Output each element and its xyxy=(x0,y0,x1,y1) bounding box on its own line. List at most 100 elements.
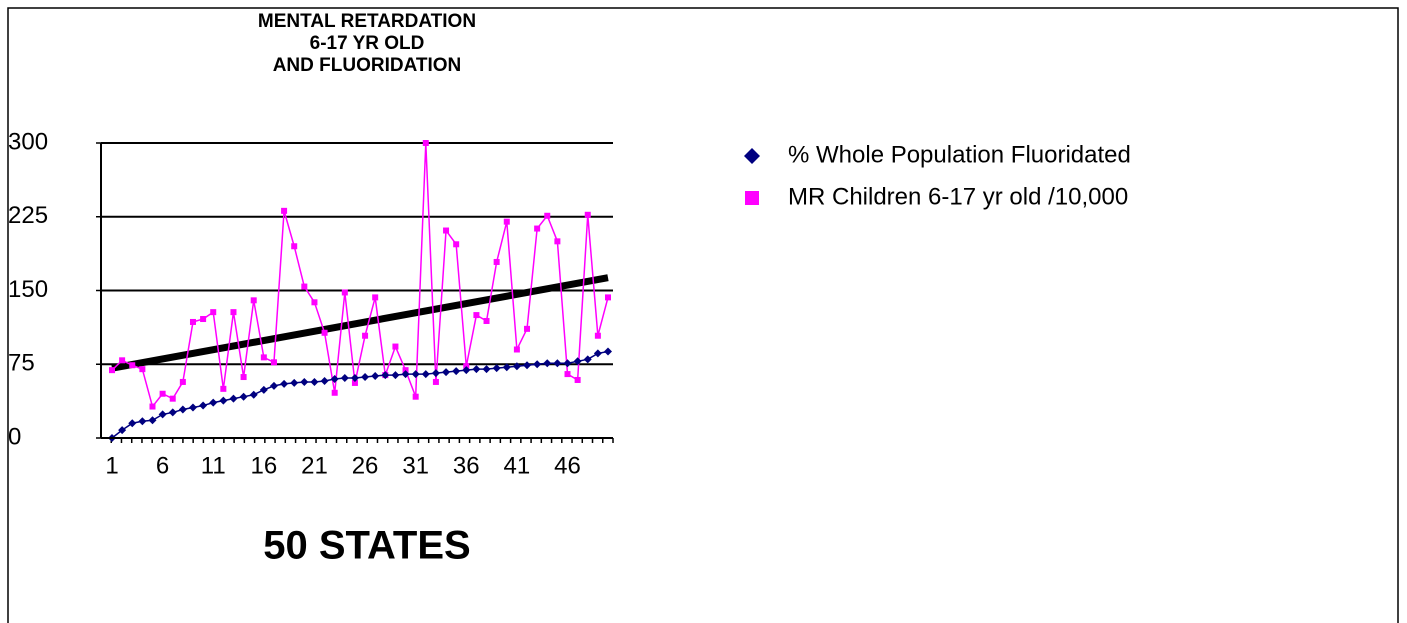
chart-title: MENTAL RETARDATION xyxy=(258,11,476,32)
y-tick-label: 300 xyxy=(8,128,48,155)
data-point xyxy=(340,374,349,383)
data-point xyxy=(109,367,115,374)
data-point xyxy=(240,374,247,381)
data-point xyxy=(128,419,137,428)
data-point xyxy=(391,371,400,380)
data-point xyxy=(259,385,268,394)
data-point xyxy=(230,309,237,316)
chart-title: 6-17 YR OLD xyxy=(310,33,425,54)
data-point xyxy=(290,378,299,387)
x-tick-label: 11 xyxy=(201,452,226,479)
data-point xyxy=(473,312,480,319)
data-point xyxy=(320,376,329,385)
data-point xyxy=(189,318,196,325)
data-point xyxy=(443,227,450,234)
data-point xyxy=(249,390,258,399)
data-point xyxy=(301,283,308,290)
data-point xyxy=(493,258,500,265)
data-point xyxy=(543,359,552,368)
data-point xyxy=(564,371,571,378)
x-tick-label: 1 xyxy=(105,452,118,479)
legend-marker xyxy=(745,191,759,205)
data-point xyxy=(200,316,207,323)
data-point xyxy=(149,403,156,410)
data-point xyxy=(118,426,127,435)
data-point xyxy=(554,238,561,245)
data-point xyxy=(442,368,451,377)
data-point xyxy=(138,417,147,426)
data-point xyxy=(250,297,257,304)
data-point xyxy=(503,218,510,225)
data-point xyxy=(310,377,319,386)
data-point xyxy=(412,393,419,400)
data-point xyxy=(179,378,186,385)
data-point xyxy=(119,357,126,364)
data-point xyxy=(178,405,187,414)
data-point xyxy=(524,325,531,332)
data-point xyxy=(311,299,318,306)
data-point xyxy=(584,211,591,218)
data-point xyxy=(371,372,380,381)
data-point xyxy=(209,398,218,407)
chart-frame xyxy=(7,7,1399,623)
data-point xyxy=(605,294,611,301)
data-point xyxy=(563,359,572,368)
data-point xyxy=(574,376,581,383)
data-point xyxy=(604,347,612,356)
data-point xyxy=(502,363,511,372)
x-tick-label: 16 xyxy=(250,452,277,479)
data-point xyxy=(421,370,430,379)
data-point xyxy=(270,359,277,366)
data-point xyxy=(512,362,521,371)
data-point xyxy=(533,360,542,369)
data-point xyxy=(229,394,238,403)
data-point xyxy=(129,362,136,369)
x-tick-label: 36 xyxy=(453,452,480,479)
data-point xyxy=(381,371,390,380)
data-point xyxy=(159,390,166,397)
y-tick-label: 75 xyxy=(8,350,35,377)
data-point xyxy=(188,403,197,412)
data-point xyxy=(362,332,369,339)
data-point xyxy=(594,332,601,339)
data-point xyxy=(411,370,420,379)
data-point xyxy=(513,346,520,353)
data-point xyxy=(199,401,208,410)
data-point xyxy=(482,365,491,374)
data-point xyxy=(452,367,461,376)
data-point xyxy=(583,355,592,364)
x-axis-label: 50 STATES xyxy=(263,524,470,568)
data-point xyxy=(351,379,358,386)
data-point xyxy=(372,294,379,301)
data-point xyxy=(158,410,167,419)
y-tick-label: 150 xyxy=(8,276,48,303)
data-point xyxy=(331,389,338,396)
x-tick-label: 31 xyxy=(402,452,429,479)
y-tick-label: 0 xyxy=(8,423,21,450)
data-point xyxy=(392,343,399,350)
y-tick-label: 225 xyxy=(8,202,48,229)
legend-label: MR Children 6-17 yr old /10,000 xyxy=(788,183,1128,210)
x-tick-label: 46 xyxy=(554,452,581,479)
trendline xyxy=(111,274,609,372)
data-point xyxy=(544,212,551,219)
data-point xyxy=(523,361,532,370)
chart-title: AND FLUORIDATION xyxy=(273,55,462,76)
data-point xyxy=(483,317,490,324)
x-tick-label: 6 xyxy=(156,452,169,479)
data-point xyxy=(422,140,429,146)
data-point xyxy=(291,243,298,250)
data-point xyxy=(139,366,146,373)
x-tick-label: 41 xyxy=(504,452,531,479)
data-point xyxy=(350,374,359,383)
x-tick-label: 21 xyxy=(301,452,328,479)
data-point xyxy=(210,309,217,316)
data-point xyxy=(401,370,410,379)
data-point xyxy=(220,385,227,392)
data-point xyxy=(239,392,248,401)
data-point xyxy=(553,359,562,368)
data-point xyxy=(321,329,328,336)
data-point xyxy=(573,357,582,366)
data-point xyxy=(341,289,348,296)
